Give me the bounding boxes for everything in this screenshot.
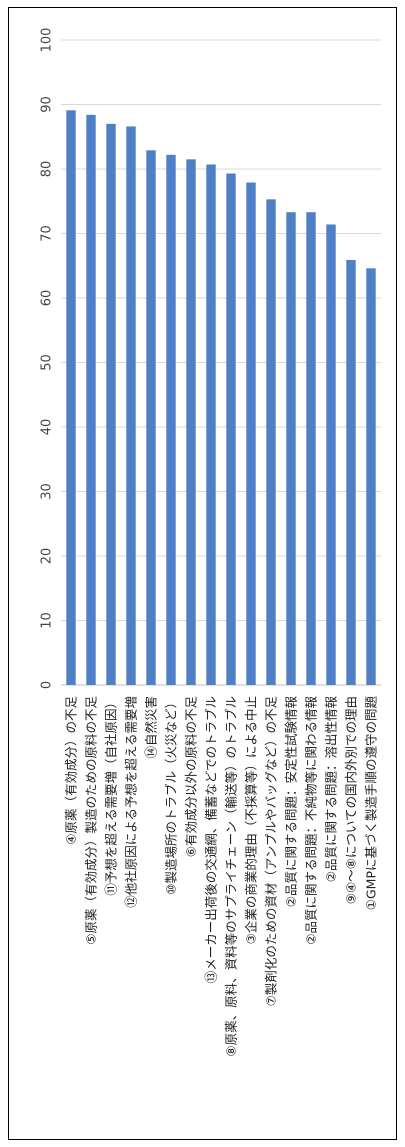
bar bbox=[326, 224, 336, 685]
tick-label: 10 bbox=[40, 612, 55, 629]
bar bbox=[346, 259, 356, 685]
category-label: ③企業の商業的理由（不採算等）による中止 bbox=[243, 696, 258, 944]
category-label: ②品質に関する問題：安定性試験情報 bbox=[283, 696, 298, 908]
category-label: ①GMPに基づく製造手順の遵守の問題 bbox=[363, 696, 378, 911]
tick-label: 80 bbox=[40, 161, 55, 178]
tick-label: 20 bbox=[40, 548, 55, 565]
bar bbox=[226, 173, 236, 685]
category-label: ⑥有効成分以外の原料の不足 bbox=[183, 696, 198, 858]
tick-label: 30 bbox=[40, 483, 55, 500]
bar bbox=[106, 123, 116, 686]
category-label: ⑭自然災害 bbox=[143, 696, 158, 759]
chart-frame: 0 10 20 30 40 50 60 70 80 90 100 ④原薬（有効成分）の不足 ⑤原薬（有… bbox=[8, 7, 397, 1140]
bar bbox=[86, 114, 96, 685]
bar-chart: 0 10 20 30 40 50 60 70 80 90 100 ④原薬（有効成分）の不足 ⑤原薬（有… bbox=[40, 28, 381, 1057]
tick-label: 50 bbox=[40, 354, 55, 371]
category-labels: ④原薬（有効成分）の不足 ⑤原薬（有効成分）製造のための原料の不足 ⑪予想を超える需… bbox=[63, 696, 378, 1057]
tick-label: 90 bbox=[40, 96, 55, 113]
category-label: ⑧原薬、原料、資料等のサプライチェーン（輸送等）のトラブル bbox=[223, 696, 238, 1057]
category-label: ⑨④～⑧についての国内外別での理由 bbox=[343, 696, 358, 904]
category-label: ⑤原薬（有効成分）製造のための原料の不足 bbox=[83, 696, 98, 945]
category-label: ⑫他社原因による予想を超える需要増 bbox=[123, 696, 138, 908]
bar bbox=[206, 164, 216, 686]
tick-labels: 0 10 20 30 40 50 60 70 80 90 100 bbox=[40, 28, 55, 690]
tick-label: 60 bbox=[40, 290, 55, 307]
bar bbox=[186, 159, 196, 685]
tick-label: 40 bbox=[40, 419, 55, 436]
category-label: ⑩製造場所のトラブル（火災など） bbox=[163, 696, 178, 895]
category-label: ②品質に関する問題：溶出性情報 bbox=[323, 696, 338, 883]
tick-label: 100 bbox=[40, 28, 55, 53]
bar bbox=[266, 199, 276, 685]
bar bbox=[306, 212, 316, 685]
bar bbox=[246, 182, 256, 686]
bar bbox=[286, 212, 296, 685]
category-label: ⑦製剤化のための資材（アンプルやバッグなど）の不足 bbox=[263, 696, 278, 1007]
category-label: ⑪予想を超える需要増（自社原因） bbox=[103, 696, 118, 896]
bar bbox=[66, 110, 76, 686]
bar bbox=[126, 126, 136, 686]
bar bbox=[146, 150, 156, 686]
bars bbox=[66, 110, 376, 686]
bar bbox=[366, 268, 376, 685]
category-label: ⑬メーカー出荷後の交通網、備蓄などでのトラブル bbox=[203, 696, 218, 983]
tick-label: 0 bbox=[40, 681, 55, 689]
bar bbox=[166, 154, 176, 685]
tick-label: 70 bbox=[40, 225, 55, 242]
category-label: ②品質に関する問題：不純物等に関わる情報 bbox=[303, 696, 318, 945]
category-label: ④原薬（有効成分）の不足 bbox=[63, 696, 78, 845]
